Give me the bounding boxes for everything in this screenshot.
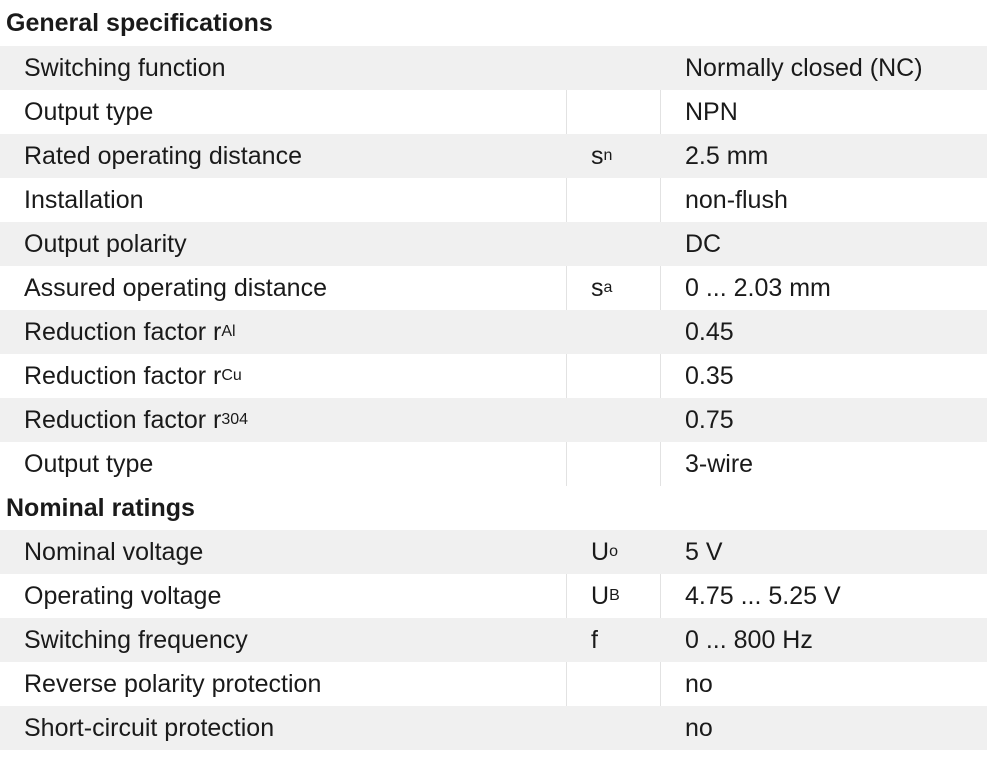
spec-value-cell: 3-wire xyxy=(661,442,987,486)
spec-value-cell: non-flush xyxy=(661,178,987,222)
section-header: General specifications xyxy=(0,0,987,46)
spec-symbol-cell xyxy=(566,442,661,486)
spec-table: General specifications Switching function… xyxy=(0,0,987,750)
spec-symbol-cell xyxy=(566,178,661,222)
spec-value: 0 ... 2.03 mm xyxy=(685,273,831,302)
spec-value: Normally closed (NC) xyxy=(685,53,923,82)
spec-label: Output polarity xyxy=(24,229,187,258)
spec-label: Operating voltage xyxy=(24,581,222,610)
spec-label-cell: Short-circuit protection xyxy=(0,706,566,750)
spec-row: Switching function Normally closed (NC) xyxy=(0,46,987,90)
spec-label: Reduction factor r xyxy=(24,317,222,346)
spec-symbol-cell xyxy=(566,310,661,354)
spec-value-cell: 0.75 xyxy=(661,398,987,442)
spec-value-cell: Normally closed (NC) xyxy=(661,46,987,90)
spec-label-cell: Output type xyxy=(0,442,566,486)
spec-value: DC xyxy=(685,229,722,258)
spec-symbol-cell xyxy=(566,354,661,398)
spec-symbol-cell xyxy=(566,90,661,134)
spec-label-cell: Assured operating distance xyxy=(0,266,566,310)
spec-label-cell: Reduction factor r 304 xyxy=(24,405,249,434)
spec-label: Nominal voltage xyxy=(24,537,204,566)
spec-value: 3-wire xyxy=(685,449,754,478)
spec-value-cell: DC xyxy=(661,222,987,266)
spec-symbol-cell: f xyxy=(566,618,661,662)
spec-row: Output polarity DC xyxy=(0,222,987,266)
spec-row: Short-circuit protection no xyxy=(0,706,987,750)
spec-row: Output type NPN xyxy=(0,90,987,134)
spec-symbol-cell xyxy=(566,398,661,442)
spec-label: Rated operating distance xyxy=(24,141,302,170)
spec-symbol: U xyxy=(591,581,610,610)
spec-value-cell: 0 ... 800 Hz xyxy=(661,618,987,662)
spec-label-cell: Installation xyxy=(0,178,566,222)
spec-value: 4.75 ... 5.25 V xyxy=(685,581,841,610)
spec-row: Reduction factor r Al 0.45 xyxy=(0,310,987,354)
spec-label: Installation xyxy=(24,185,144,214)
spec-label-cell: Switching frequency xyxy=(0,618,566,662)
spec-value-cell: 2.5 mm xyxy=(661,134,987,178)
spec-label-cell: Output type xyxy=(0,90,566,134)
spec-symbol: f xyxy=(591,625,598,654)
spec-row: Reverse polarity protection no xyxy=(0,662,987,706)
spec-symbol-cell xyxy=(566,662,661,706)
spec-value: no xyxy=(685,713,713,742)
spec-label: Switching function xyxy=(24,53,226,82)
spec-label-cell: Rated operating distance xyxy=(0,134,566,178)
spec-row: Output type 3-wire xyxy=(0,442,987,486)
spec-value: non-flush xyxy=(685,185,788,214)
spec-label: Reverse polarity protection xyxy=(24,669,322,698)
spec-value-cell: no xyxy=(661,706,987,750)
spec-label: Output type xyxy=(24,97,154,126)
spec-label-cell: Switching function xyxy=(0,46,566,90)
spec-label: Output type xyxy=(24,449,154,478)
spec-row: Reduction factor r Cu 0.35 xyxy=(0,354,987,398)
spec-value-cell: NPN xyxy=(661,90,987,134)
spec-value: no xyxy=(685,669,713,698)
spec-value-cell: 4.75 ... 5.25 V xyxy=(661,574,987,618)
spec-row: Operating voltage U B 4.75 ... 5.25 V xyxy=(0,574,987,618)
spec-row: Assured operating distance s a 0 ... 2.03 m… xyxy=(0,266,987,310)
spec-label-cell: Reduction factor r Al xyxy=(24,317,236,346)
spec-value-cell: 5 V xyxy=(661,530,987,574)
spec-row: Rated operating distance s n 2.5 mm xyxy=(0,134,987,178)
spec-label-cell: Output polarity xyxy=(0,222,566,266)
spec-value-cell: 0.45 xyxy=(661,310,987,354)
spec-value: 5 V xyxy=(685,537,723,566)
spec-value: NPN xyxy=(685,97,738,126)
spec-symbol-cell xyxy=(566,706,661,750)
spec-value: 2.5 mm xyxy=(685,141,769,170)
spec-label-cell: Reverse polarity protection xyxy=(0,662,566,706)
spec-symbol: s xyxy=(591,273,604,302)
spec-label-cell: Nominal voltage xyxy=(0,530,566,574)
spec-value-cell: 0 ... 2.03 mm xyxy=(661,266,987,310)
spec-row: Installation non-flush xyxy=(0,178,987,222)
spec-symbol-cell xyxy=(566,222,661,266)
spec-value: 0.45 xyxy=(685,317,734,346)
spec-label: Reduction factor r xyxy=(24,405,222,434)
spec-label: Switching frequency xyxy=(24,625,248,654)
spec-value-cell: 0.35 xyxy=(661,354,987,398)
spec-symbol: U xyxy=(591,537,610,566)
spec-value: 0 ... 800 Hz xyxy=(685,625,813,654)
spec-label-cell: Operating voltage xyxy=(0,574,566,618)
spec-value: 0.75 xyxy=(685,405,734,434)
spec-symbol-cell xyxy=(566,46,661,90)
section-header: Nominal ratings xyxy=(0,486,987,530)
spec-label: Assured operating distance xyxy=(24,273,327,302)
spec-label: Reduction factor r xyxy=(24,361,222,390)
spec-row: Switching frequency f 0 ... 800 Hz xyxy=(0,618,987,662)
spec-value-cell: no xyxy=(661,662,987,706)
spec-label: Short-circuit protection xyxy=(24,713,275,742)
spec-row: Reduction factor r 304 0.75 xyxy=(0,398,987,442)
spec-value: 0.35 xyxy=(685,361,734,390)
spec-label-cell: Reduction factor r Cu xyxy=(24,361,242,390)
spec-symbol: s xyxy=(591,141,604,170)
